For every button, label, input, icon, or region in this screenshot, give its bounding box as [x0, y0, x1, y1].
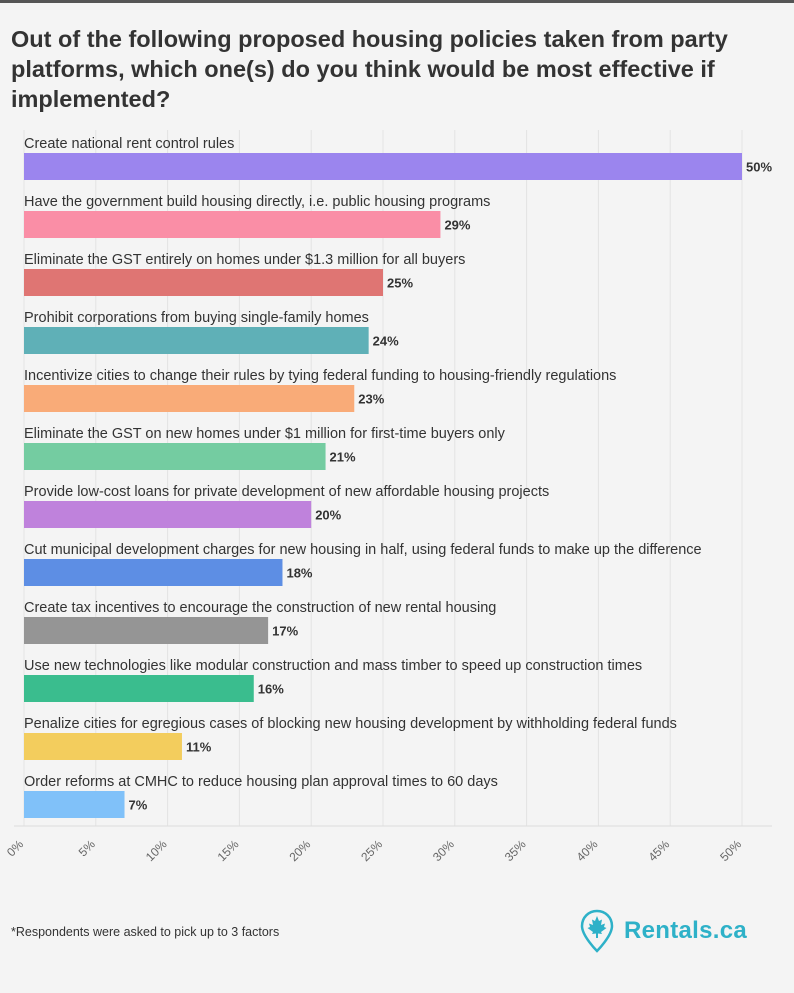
bar-category-label: Have the government build housing direct…: [24, 194, 490, 210]
bar-value-label: 18%: [286, 566, 312, 581]
bar: [24, 675, 254, 702]
x-tick-label: 15%: [215, 837, 242, 864]
gridlines: [14, 130, 772, 827]
x-tick-label: 5%: [76, 837, 98, 859]
bar-chart: Create national rent control rules 50% Hav…: [4, 130, 772, 864]
x-tick-label: 20%: [286, 837, 313, 864]
x-tick-label: 45%: [645, 837, 672, 864]
bar: [24, 791, 125, 818]
bar-category-label: Incentivize cities to change their rules…: [24, 368, 616, 384]
bar-value-label: 20%: [315, 508, 341, 523]
bar-value-label: 29%: [444, 218, 470, 233]
bar-value-label: 7%: [129, 798, 148, 813]
bar-value-label: 50%: [746, 160, 772, 175]
maple-leaf-pin-icon: [580, 909, 614, 953]
top-rule: [0, 0, 794, 3]
bar-value-label: 23%: [358, 392, 384, 407]
bars: Create national rent control rules 50% Hav…: [24, 136, 772, 818]
bar-category-label: Penalize cities for egregious cases of b…: [24, 716, 677, 732]
bar-category-label: Eliminate the GST entirely on homes unde…: [24, 252, 465, 268]
bar: [24, 153, 742, 180]
bar: [24, 733, 182, 760]
chart-title: Out of the following proposed housing po…: [11, 26, 728, 112]
bar-category-label: Use new technologies like modular constr…: [24, 658, 642, 674]
bar-category-label: Create tax incentives to encourage the c…: [24, 600, 496, 616]
x-tick-label: 10%: [143, 837, 170, 864]
bar-category-label: Create national rent control rules: [24, 136, 234, 152]
bar-value-label: 21%: [330, 450, 356, 465]
bar: [24, 559, 283, 586]
bar-category-label: Prohibit corporations from buying single…: [24, 310, 369, 326]
bar-category-label: Provide low-cost loans for private devel…: [24, 484, 549, 500]
bar-value-label: 24%: [373, 334, 399, 349]
x-tick-label: 35%: [502, 837, 529, 864]
bar: [24, 501, 312, 528]
bar: [24, 385, 355, 412]
brand-logo[interactable]: Rentals.ca: [580, 909, 747, 953]
bar: [24, 211, 441, 238]
bar-value-label: 25%: [387, 276, 413, 291]
brand-name: Rentals.ca: [624, 917, 748, 944]
bar: [24, 443, 326, 470]
bar: [24, 617, 269, 644]
bar-value-label: 16%: [258, 682, 284, 697]
footnote: *Respondents were asked to pick up to 3 …: [11, 925, 280, 939]
x-axis-ticks: 0% 5% 10% 15% 20% 25% 30% 35% 40% 45% 50%: [4, 837, 744, 864]
bar-category-label: Order reforms at CMHC to reduce housing …: [24, 774, 498, 790]
x-tick-label: 25%: [358, 837, 385, 864]
x-tick-label: 30%: [430, 837, 457, 864]
bar-value-label: 17%: [272, 624, 298, 639]
bar: [24, 327, 369, 354]
bar-value-label: 11%: [186, 740, 212, 755]
x-tick-label: 0%: [4, 837, 26, 859]
x-tick-label: 50%: [717, 837, 744, 864]
bar-category-label: Eliminate the GST on new homes under $1 …: [24, 426, 506, 442]
x-tick-label: 40%: [574, 837, 601, 864]
bar: [24, 269, 383, 296]
bar-category-label: Cut municipal development charges for ne…: [24, 542, 702, 558]
